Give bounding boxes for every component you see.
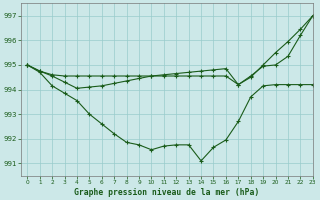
- X-axis label: Graphe pression niveau de la mer (hPa): Graphe pression niveau de la mer (hPa): [74, 188, 260, 197]
